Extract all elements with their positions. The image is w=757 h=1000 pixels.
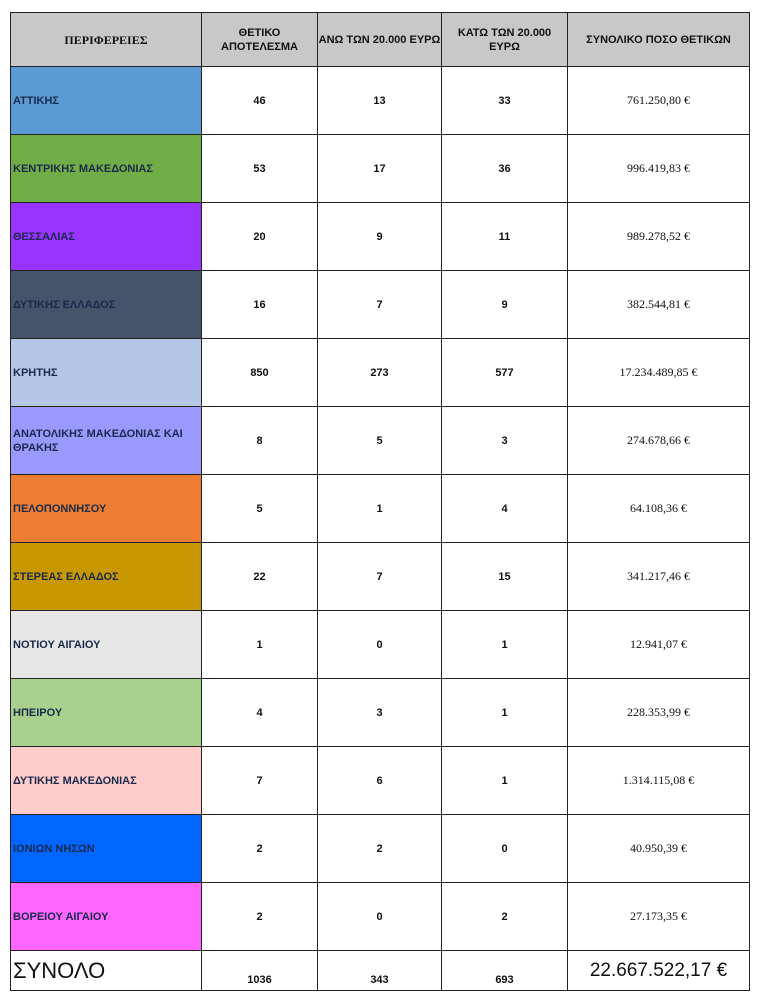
positive-cell: 16 (201, 270, 318, 339)
region-cell: ΚΕΝΤΡΙΚΗΣ ΜΑΚΕΔΟΝΙΑΣ (10, 134, 202, 203)
positive-cell: 5 (201, 474, 318, 543)
header-positive: ΘΕΤΙΚΟ ΑΠΟΤΕΛΕΣΜΑ (201, 12, 318, 67)
below-20000-cell: 11 (441, 202, 568, 271)
header-row: ΠΕΡΙΦΕΡΕΙΕΣ ΘΕΤΙΚΟ ΑΠΟΤΕΛΕΣΜΑ ΑΝΩ ΤΩΝ 20… (10, 12, 750, 67)
total-amount: 22.667.522,17 € (567, 950, 750, 991)
positive-cell: 22 (201, 542, 318, 611)
amount-cell: 996.419,83 € (567, 134, 750, 203)
region-cell: ΗΠΕΙΡΟΥ (10, 678, 202, 747)
below-20000-cell: 36 (441, 134, 568, 203)
amount-cell: 382.544,81 € (567, 270, 750, 339)
region-cell: ΠΕΛΟΠΟΝΝΗΣΟΥ (10, 474, 202, 543)
total-above-20000: 343 (317, 950, 442, 991)
positive-cell: 53 (201, 134, 318, 203)
above-20000-cell: 7 (317, 542, 442, 611)
region-cell: ΚΡΗΤΗΣ (10, 338, 202, 407)
header-region: ΠΕΡΙΦΕΡΕΙΕΣ (10, 12, 202, 67)
positive-cell: 7 (201, 746, 318, 815)
table-row: ΑΝΑΤΟΛΙΚΗΣ ΜΑΚΕΔΟΝΙΑΣ ΚΑΙ ΘΡΑΚΗΣ 8 5 3 274.6… (10, 406, 750, 475)
table-row: ΔΥΤΙΚΗΣ ΕΛΛΑΔΟΣ 16 7 9 382.544,81 € (10, 270, 750, 339)
regions-table: ΠΕΡΙΦΕΡΕΙΕΣ ΘΕΤΙΚΟ ΑΠΟΤΕΛΕΣΜΑ ΑΝΩ ΤΩΝ 20… (10, 12, 750, 991)
below-20000-cell: 1 (441, 610, 568, 679)
above-20000-cell: 7 (317, 270, 442, 339)
region-cell: ΣΤΕΡΕΑΣ ΕΛΛΑΔΟΣ (10, 542, 202, 611)
table-row: ΝΟΤΙΟΥ ΑΙΓΑΙΟΥ 1 0 1 12.941,07 € (10, 610, 750, 679)
positive-cell: 1 (201, 610, 318, 679)
below-20000-cell: 33 (441, 66, 568, 135)
positive-cell: 46 (201, 66, 318, 135)
positive-cell: 850 (201, 338, 318, 407)
table-row: ΚΕΝΤΡΙΚΗΣ ΜΑΚΕΔΟΝΙΑΣ 53 17 36 996.419,83 € (10, 134, 750, 203)
total-row: ΣΥΝΟΛΟ 1036 343 693 22.667.522,17 € (10, 950, 750, 991)
amount-cell: 27.173,35 € (567, 882, 750, 951)
above-20000-cell: 5 (317, 406, 442, 475)
region-cell: ΙΟΝΙΩΝ ΝΗΣΩΝ (10, 814, 202, 883)
amount-cell: 341.217,46 € (567, 542, 750, 611)
header-above-20000: ΑΝΩ ΤΩΝ 20.000 ΕΥΡΩ (317, 12, 442, 67)
below-20000-cell: 2 (441, 882, 568, 951)
positive-cell: 20 (201, 202, 318, 271)
amount-cell: 40.950,39 € (567, 814, 750, 883)
amount-cell: 1.314.115,08 € (567, 746, 750, 815)
above-20000-cell: 9 (317, 202, 442, 271)
header-total-amount: ΣΥΝΟΛΙΚΟ ΠΟΣΟ ΘΕΤΙΚΩΝ (567, 12, 750, 67)
amount-cell: 17.234.489,85 € (567, 338, 750, 407)
region-cell: ΑΤΤΙΚΗΣ (10, 66, 202, 135)
amount-cell: 274.678,66 € (567, 406, 750, 475)
amount-cell: 989.278,52 € (567, 202, 750, 271)
above-20000-cell: 6 (317, 746, 442, 815)
below-20000-cell: 3 (441, 406, 568, 475)
positive-cell: 8 (201, 406, 318, 475)
table-row: ΙΟΝΙΩΝ ΝΗΣΩΝ 2 2 0 40.950,39 € (10, 814, 750, 883)
below-20000-cell: 1 (441, 678, 568, 747)
region-cell: ΔΥΤΙΚΗΣ ΕΛΛΑΔΟΣ (10, 270, 202, 339)
region-cell: ΑΝΑΤΟΛΙΚΗΣ ΜΑΚΕΔΟΝΙΑΣ ΚΑΙ ΘΡΑΚΗΣ (10, 406, 202, 475)
below-20000-cell: 0 (441, 814, 568, 883)
above-20000-cell: 17 (317, 134, 442, 203)
table-row: ΠΕΛΟΠΟΝΝΗΣΟΥ 5 1 4 64.108,36 € (10, 474, 750, 543)
total-positive: 1036 (201, 950, 318, 991)
below-20000-cell: 1 (441, 746, 568, 815)
above-20000-cell: 0 (317, 610, 442, 679)
table-row: ΒΟΡΕΙΟΥ ΑΙΓΑΙΟΥ 2 0 2 27.173,35 € (10, 882, 750, 951)
table-row: ΗΠΕΙΡΟΥ 4 3 1 228.353,99 € (10, 678, 750, 747)
amount-cell: 228.353,99 € (567, 678, 750, 747)
positive-cell: 2 (201, 814, 318, 883)
amount-cell: 64.108,36 € (567, 474, 750, 543)
region-cell: ΔΥΤΙΚΗΣ ΜΑΚΕΔΟΝΙΑΣ (10, 746, 202, 815)
below-20000-cell: 15 (441, 542, 568, 611)
table-row: ΣΤΕΡΕΑΣ ΕΛΛΑΔΟΣ 22 7 15 341.217,46 € (10, 542, 750, 611)
header-below-20000: ΚΑΤΩ ΤΩΝ 20.000 ΕΥΡΩ (441, 12, 568, 67)
amount-cell: 12.941,07 € (567, 610, 750, 679)
above-20000-cell: 273 (317, 338, 442, 407)
total-label: ΣΥΝΟΛΟ (10, 950, 202, 991)
table-row: ΔΥΤΙΚΗΣ ΜΑΚΕΔΟΝΙΑΣ 7 6 1 1.314.115,08 € (10, 746, 750, 815)
below-20000-cell: 4 (441, 474, 568, 543)
region-cell: ΝΟΤΙΟΥ ΑΙΓΑΙΟΥ (10, 610, 202, 679)
above-20000-cell: 1 (317, 474, 442, 543)
amount-cell: 761.250,80 € (567, 66, 750, 135)
region-cell: ΘΕΣΣΑΛΙΑΣ (10, 202, 202, 271)
positive-cell: 4 (201, 678, 318, 747)
total-below-20000: 693 (441, 950, 568, 991)
above-20000-cell: 13 (317, 66, 442, 135)
above-20000-cell: 3 (317, 678, 442, 747)
above-20000-cell: 0 (317, 882, 442, 951)
table-row: ΚΡΗΤΗΣ 850 273 577 17.234.489,85 € (10, 338, 750, 407)
region-cell: ΒΟΡΕΙΟΥ ΑΙΓΑΙΟΥ (10, 882, 202, 951)
below-20000-cell: 577 (441, 338, 568, 407)
below-20000-cell: 9 (441, 270, 568, 339)
above-20000-cell: 2 (317, 814, 442, 883)
table-row: ΑΤΤΙΚΗΣ 46 13 33 761.250,80 € (10, 66, 750, 135)
table-row: ΘΕΣΣΑΛΙΑΣ 20 9 11 989.278,52 € (10, 202, 750, 271)
positive-cell: 2 (201, 882, 318, 951)
